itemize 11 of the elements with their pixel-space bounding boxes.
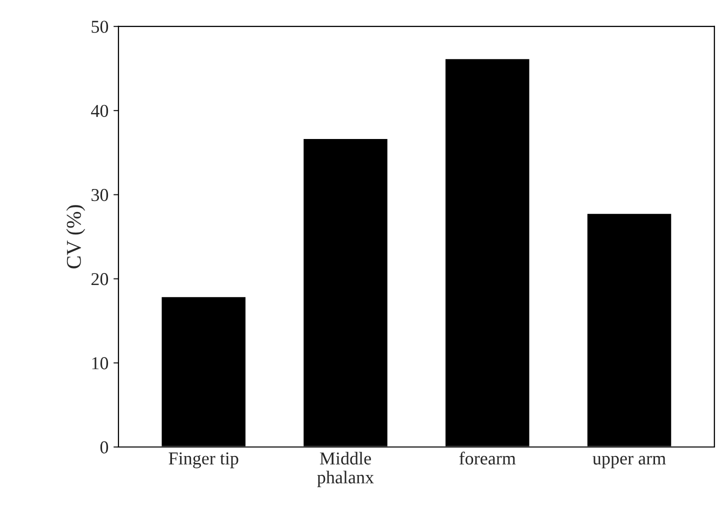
y-tick-label: 40	[91, 104, 108, 118]
x-tick-label: Finger tip	[168, 452, 238, 468]
y-tick-label: 50	[92, 20, 108, 33]
x-tick-label: upper arm	[592, 456, 666, 468]
x-tick-label: Middle phalanx	[317, 452, 374, 488]
x-tick-label: forearm	[459, 452, 516, 465]
y-tick-label: 10	[92, 357, 108, 370]
y-axis-title: CV (%)	[66, 205, 86, 268]
y-tick-label: 30	[92, 188, 108, 202]
y-tick-label: 20	[91, 273, 108, 286]
y-tick-label: 0	[100, 441, 108, 454]
